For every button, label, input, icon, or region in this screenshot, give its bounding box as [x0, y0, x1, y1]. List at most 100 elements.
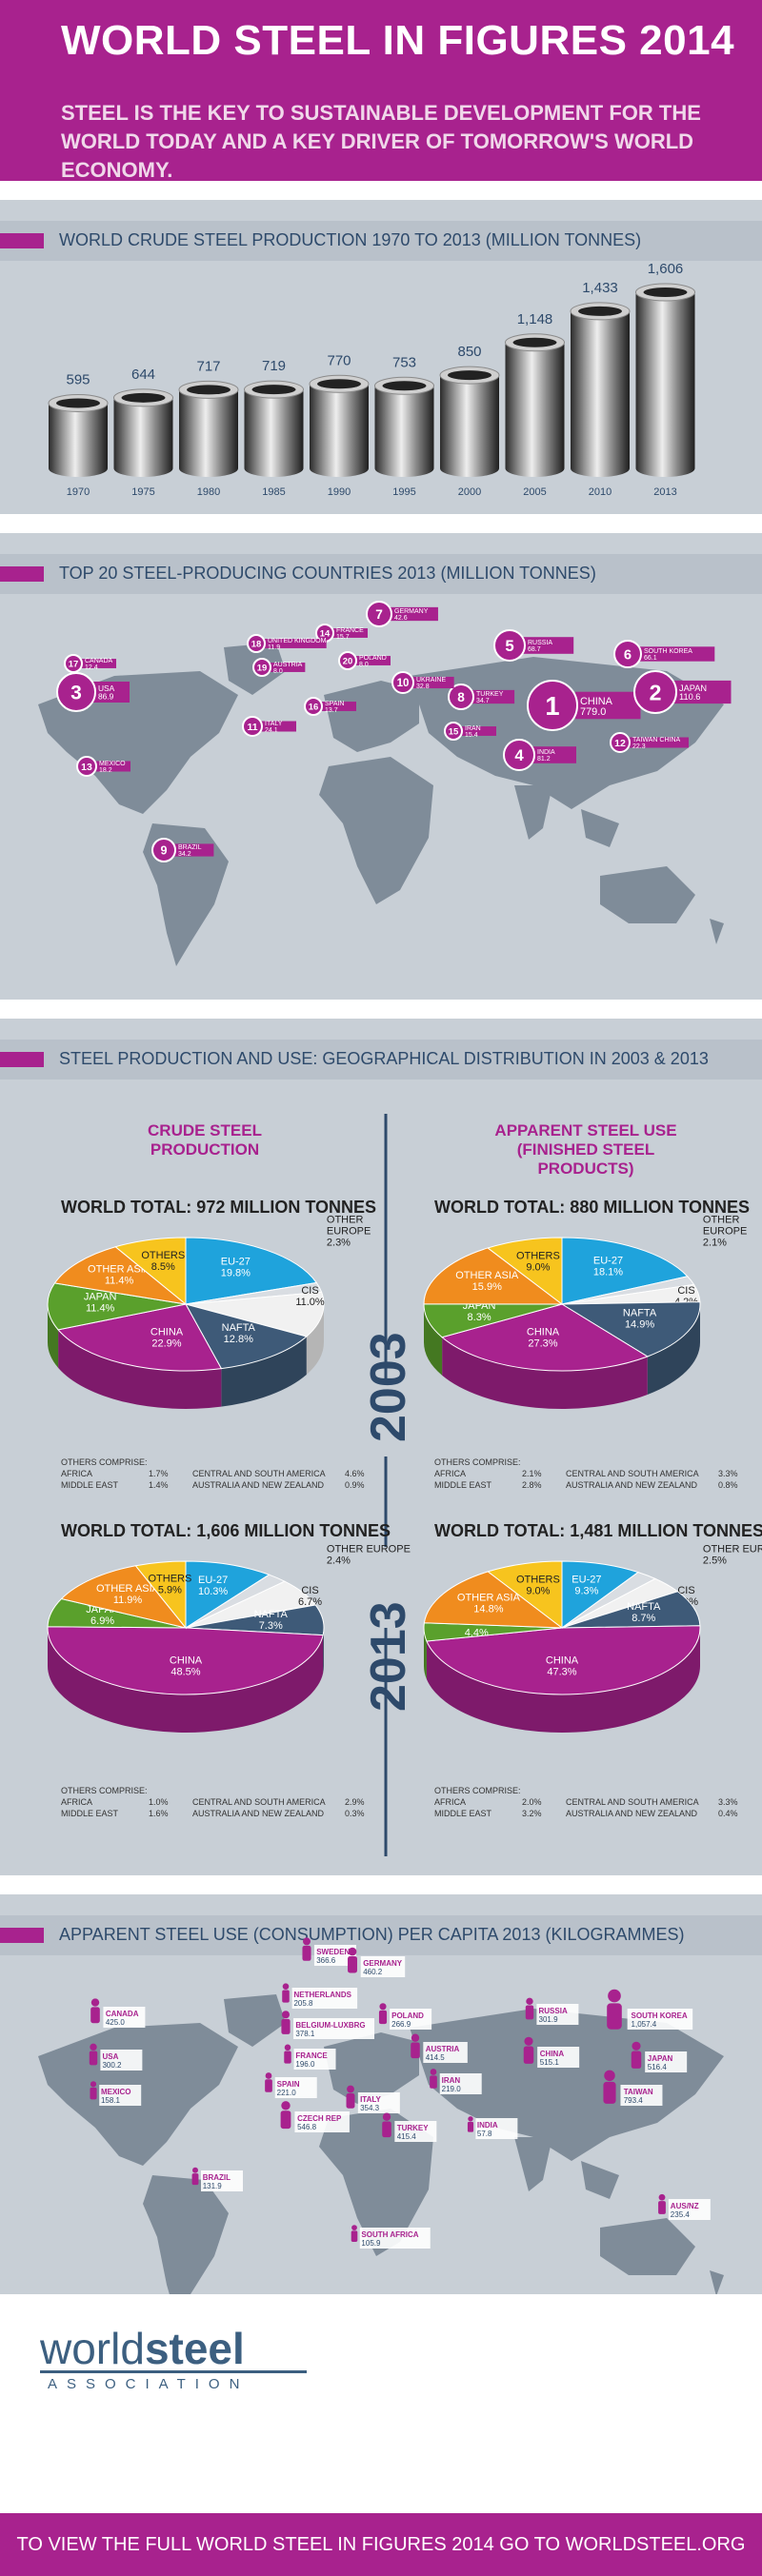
pie-slice-eu-27 — [185, 1237, 318, 1305]
bar-hole — [512, 337, 557, 347]
others-heading: OTHERS COMPRISE: — [61, 1457, 148, 1467]
person-icon-head — [90, 1998, 100, 2007]
others-cell: 0.3% — [345, 1809, 365, 1818]
marker-label-box — [411, 676, 454, 689]
pie-label-line: NAFTA — [627, 1601, 661, 1613]
marker-value: 110.6 — [679, 692, 700, 702]
pie-label-line: 8.3% — [468, 1312, 491, 1323]
pie-label-line: 8.5% — [151, 1261, 175, 1273]
others-row: AFRICA 2.0% CENTRAL AND SOUTH AMERICA 3.3% — [434, 1796, 747, 1808]
marker-circle — [151, 838, 176, 862]
per-capita-value: 221.0 — [277, 2089, 297, 2097]
bar-value-label: 753 — [392, 354, 416, 370]
marker-label-box — [390, 606, 438, 622]
bar-hole — [251, 385, 296, 395]
others-cell: AUSTRALIA AND NEW ZEALAND — [192, 1809, 325, 1818]
per-capita-label-box — [668, 2199, 711, 2220]
others-row: MIDDLE EAST 3.2% AUSTRALIA AND NEW ZEALAND… — [434, 1808, 747, 1819]
per-capita-country: CANADA — [106, 2010, 139, 2018]
marker-value: 8.0 — [359, 662, 369, 668]
others-cell: 1.6% — [149, 1809, 169, 1818]
pie-label-line: 9.0% — [526, 1585, 550, 1596]
marker-circle — [633, 670, 677, 714]
pie-label-line: 9.3% — [574, 1585, 598, 1596]
pie-label: OTHER EUROPE 2.1% — [703, 1215, 747, 1249]
per-capita-value: 1,057.4 — [632, 2020, 657, 2029]
marker-country: USA — [98, 684, 115, 693]
x-tick-label: 2013 — [653, 486, 676, 498]
pie-label-line: OTHERS — [516, 1250, 560, 1261]
person-icon-body — [523, 2046, 534, 2064]
person-icon-body — [351, 2230, 358, 2242]
bar-value-label: 770 — [327, 352, 351, 368]
marker-value: 18.2 — [99, 767, 112, 774]
per-capita-value: 366.6 — [316, 1956, 336, 1965]
pie-label: OTHERS 9.0% — [516, 1574, 560, 1596]
marker-value: 779.0 — [580, 706, 606, 718]
others-cell: MIDDLE EAST — [434, 1480, 492, 1490]
pie-slice-cis — [185, 1291, 325, 1338]
pie-side-nafta — [323, 1628, 324, 1674]
marker-value: 13.7 — [325, 707, 338, 714]
others-cell: MIDDLE EAST — [61, 1480, 119, 1490]
per-capita-country: MEXICO — [101, 2088, 131, 2096]
pie-label-line: 47.3% — [547, 1667, 576, 1678]
bar-base — [113, 460, 173, 477]
logo-word-world: world — [40, 2324, 145, 2373]
per-capita-country: NETHERLANDS — [293, 1991, 351, 1999]
production-history-panel: WORLD CRUDE STEEL PRODUCTION 1970 TO 201… — [0, 200, 762, 514]
per-capita-label-box — [100, 2050, 143, 2071]
continent-shape — [514, 2137, 552, 2191]
bar-hole — [643, 287, 688, 297]
marker-circle — [613, 640, 642, 668]
pie-label-line: 2.1% — [703, 1238, 727, 1249]
marker-label-box — [628, 737, 689, 748]
pie-label-line: 27.3% — [528, 1338, 557, 1350]
marker-country: CHINA — [580, 696, 613, 707]
person-icon-body — [281, 2018, 291, 2034]
marker-value: 15.4 — [465, 732, 478, 739]
pie-label-line: 2.4% — [327, 1556, 351, 1567]
pie-label: EU-27 18.1% — [593, 1255, 623, 1278]
pie-label-line: NAFTA — [254, 1609, 289, 1620]
bar-1990 — [309, 374, 370, 477]
pie-label: NAFTA 7.3% — [254, 1609, 289, 1632]
per-capita-value: 196.0 — [295, 2060, 315, 2069]
person-icon-head — [90, 2043, 97, 2051]
per-capita-label-box — [291, 1988, 358, 2009]
others-cell: 3.2% — [522, 1809, 542, 1818]
pie-label-line: 15.9% — [472, 1281, 502, 1293]
pie-label-line: EU-27 — [593, 1255, 623, 1266]
pie-side-china — [48, 1628, 324, 1733]
pie-label: OTHER ASIA 11.9% — [96, 1583, 160, 1606]
bar-hole — [56, 398, 100, 408]
footer-link-text[interactable]: TO VIEW THE FULL WORLD STEEL IN FIGURES … — [16, 2534, 746, 2555]
person-icon-head — [348, 1947, 357, 1956]
person-icon-body — [265, 2079, 272, 2092]
marker-value: 8.0 — [273, 668, 283, 675]
pie-label-line: JAPAN — [84, 1292, 117, 1303]
bar-body — [113, 397, 173, 468]
marker-rank: 9 — [160, 844, 167, 858]
pie-label-line: EU-27 — [221, 1257, 251, 1268]
bar-base — [374, 460, 434, 477]
x-tick-label: 1970 — [67, 486, 90, 498]
pie-label: EU-27 9.3% — [572, 1574, 601, 1596]
marker-country: SPAIN — [325, 701, 345, 707]
others-cell: 4.6% — [345, 1469, 365, 1478]
others-rows: AFRICA 1.0% CENTRAL AND SOUTH AMERICA 2.9% M… — [61, 1796, 373, 1819]
x-tick-label: 1975 — [131, 486, 154, 498]
per-capita-value: 105.9 — [361, 2239, 381, 2248]
pie-label: NAFTA 12.8% — [222, 1322, 256, 1345]
person-icon-head — [526, 1997, 533, 2006]
divider-line — [384, 1114, 388, 1856]
bar-2013 — [635, 283, 695, 477]
logo-association: ASSOCIATION — [48, 2376, 250, 2392]
